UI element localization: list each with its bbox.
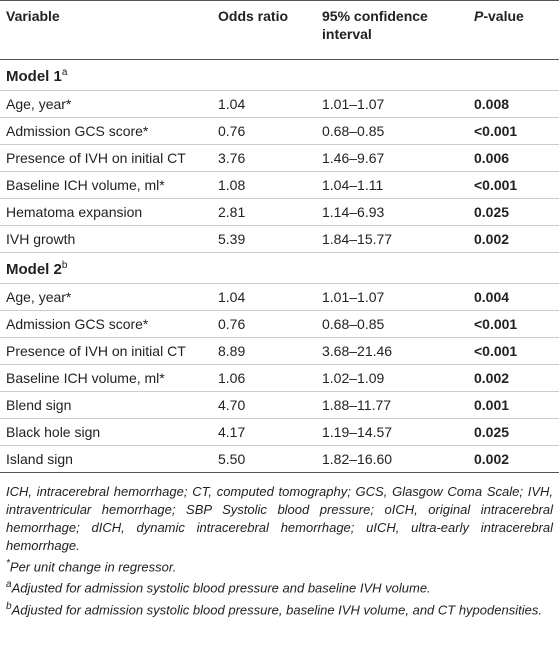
data-row: Baseline ICH volume, ml* 1.06 1.02–1.09 0.0… — [0, 364, 559, 392]
cell: 1.19–14.57 — [316, 418, 468, 446]
cell: 1.82–16.60 — [316, 445, 468, 473]
cell: 0.76 — [212, 310, 316, 338]
cell: 1.14–6.93 — [316, 198, 468, 226]
cell: 0.001 — [468, 391, 559, 419]
cell: IVH growth — [0, 225, 212, 253]
footnote-text: Adjusted for admission systolic blood pr… — [11, 580, 431, 596]
cell: Presence of IVH on initial CT — [0, 337, 212, 365]
results-table: Variable Odds ratio 95% confidence interva… — [0, 0, 559, 473]
section-title: Model 2 — [6, 261, 62, 278]
cell: Presence of IVH on initial CT — [0, 144, 212, 172]
cell: 0.025 — [468, 418, 559, 446]
cell: 0.68–0.85 — [316, 117, 468, 145]
cell: 1.46–9.67 — [316, 144, 468, 172]
cell: 0.76 — [212, 117, 316, 145]
column-header: P-value — [468, 0, 559, 60]
footnote: ICH, intracerebral hemorrhage; CT, compu… — [6, 483, 553, 555]
cell: <0.001 — [468, 337, 559, 365]
section-note: a — [61, 67, 68, 78]
footnote: *Per unit change in regressor. — [6, 555, 553, 576]
footnote-marker: b — [6, 600, 12, 612]
cell: 0.002 — [468, 445, 559, 473]
cell: Hematoma expansion — [0, 198, 212, 226]
cell: Age, year* — [0, 283, 212, 311]
cell: 1.04–1.11 — [316, 171, 468, 199]
footnote-text: Adjusted for admission systolic blood pr… — [11, 601, 542, 617]
cell: 0.008 — [468, 90, 559, 118]
cell: 5.39 — [212, 225, 316, 253]
footnote-marker: * — [6, 558, 10, 569]
data-row: Admission GCS score* 0.76 0.68–0.85 <0.001 — [0, 310, 559, 338]
cell: 8.89 — [212, 337, 316, 365]
data-row: Island sign 5.50 1.82–16.60 0.002 — [0, 445, 559, 473]
section-title: Model 1 — [6, 68, 62, 85]
footnote-text: Per unit change in regressor. — [9, 559, 177, 575]
cell: 0.025 — [468, 198, 559, 226]
cell: 2.81 — [212, 198, 316, 226]
footnote: bAdjusted for admission systolic blood p… — [6, 598, 553, 619]
cell: Blend sign — [0, 391, 212, 419]
data-row: Age, year* 1.04 1.01–1.07 0.008 — [0, 90, 559, 118]
data-row: Presence of IVH on initial CT 8.89 3.68–21… — [0, 337, 559, 365]
footnote-text: ICH, intracerebral hemorrhage; CT, compu… — [6, 484, 553, 553]
cell: Age, year* — [0, 90, 212, 118]
cell: <0.001 — [468, 117, 559, 145]
table-body: Model 1a Age, year* 1.04 1.01–1.07 0.008 Admi… — [0, 59, 559, 473]
cell: 1.06 — [212, 364, 316, 392]
cell: 0.006 — [468, 144, 559, 172]
data-row: Age, year* 1.04 1.01–1.07 0.004 — [0, 283, 559, 311]
data-row: Presence of IVH on initial CT 3.76 1.46–9.… — [0, 144, 559, 172]
cell: 1.84–15.77 — [316, 225, 468, 253]
cell: 5.50 — [212, 445, 316, 473]
data-row: Baseline ICH volume, ml* 1.08 1.04–1.11 <0.… — [0, 171, 559, 199]
column-header-text: -value — [483, 8, 524, 24]
column-header: 95% confidence interval — [316, 0, 468, 60]
column-header: Odds ratio — [212, 0, 316, 60]
cell: 3.76 — [212, 144, 316, 172]
cell: Black hole sign — [0, 418, 212, 446]
data-row: IVH growth 5.39 1.84–15.77 0.002 — [0, 225, 559, 253]
cell: Island sign — [0, 445, 212, 473]
cell: <0.001 — [468, 171, 559, 199]
cell: 1.02–1.09 — [316, 364, 468, 392]
data-row: Admission GCS score* 0.76 0.68–0.85 <0.001 — [0, 117, 559, 145]
header-row: Variable Odds ratio 95% confidence interva… — [0, 0, 559, 60]
section-row: Model 2b — [0, 252, 559, 284]
footnotes: ICH, intracerebral hemorrhage; CT, compu… — [0, 473, 559, 619]
cell: Baseline ICH volume, ml* — [0, 171, 212, 199]
footnote: aAdjusted for admission systolic blood p… — [6, 576, 553, 597]
cell: 1.04 — [212, 283, 316, 311]
cell: 1.04 — [212, 90, 316, 118]
cell: 1.88–11.77 — [316, 391, 468, 419]
cell: 0.002 — [468, 364, 559, 392]
cell: 0.004 — [468, 283, 559, 311]
data-row: Blend sign 4.70 1.88–11.77 0.001 — [0, 391, 559, 419]
cell: 4.17 — [212, 418, 316, 446]
cell: 0.002 — [468, 225, 559, 253]
cell: Admission GCS score* — [0, 117, 212, 145]
section-title-cell: Model 1a — [0, 59, 559, 91]
footnote-marker: a — [6, 579, 12, 591]
cell: 3.68–21.46 — [316, 337, 468, 365]
cell: 4.70 — [212, 391, 316, 419]
cell: 0.68–0.85 — [316, 310, 468, 338]
data-row: Hematoma expansion 2.81 1.14–6.93 0.025 — [0, 198, 559, 226]
section-note: b — [61, 260, 68, 271]
cell: <0.001 — [468, 310, 559, 338]
column-header: Variable — [0, 0, 212, 60]
section-row: Model 1a — [0, 59, 559, 91]
cell: 1.01–1.07 — [316, 90, 468, 118]
cell: Admission GCS score* — [0, 310, 212, 338]
section-title-cell: Model 2b — [0, 252, 559, 284]
cell: 1.08 — [212, 171, 316, 199]
cell: 1.01–1.07 — [316, 283, 468, 311]
cell: Baseline ICH volume, ml* — [0, 364, 212, 392]
data-row: Black hole sign 4.17 1.19–14.57 0.025 — [0, 418, 559, 446]
column-header-italic: P — [474, 8, 484, 24]
